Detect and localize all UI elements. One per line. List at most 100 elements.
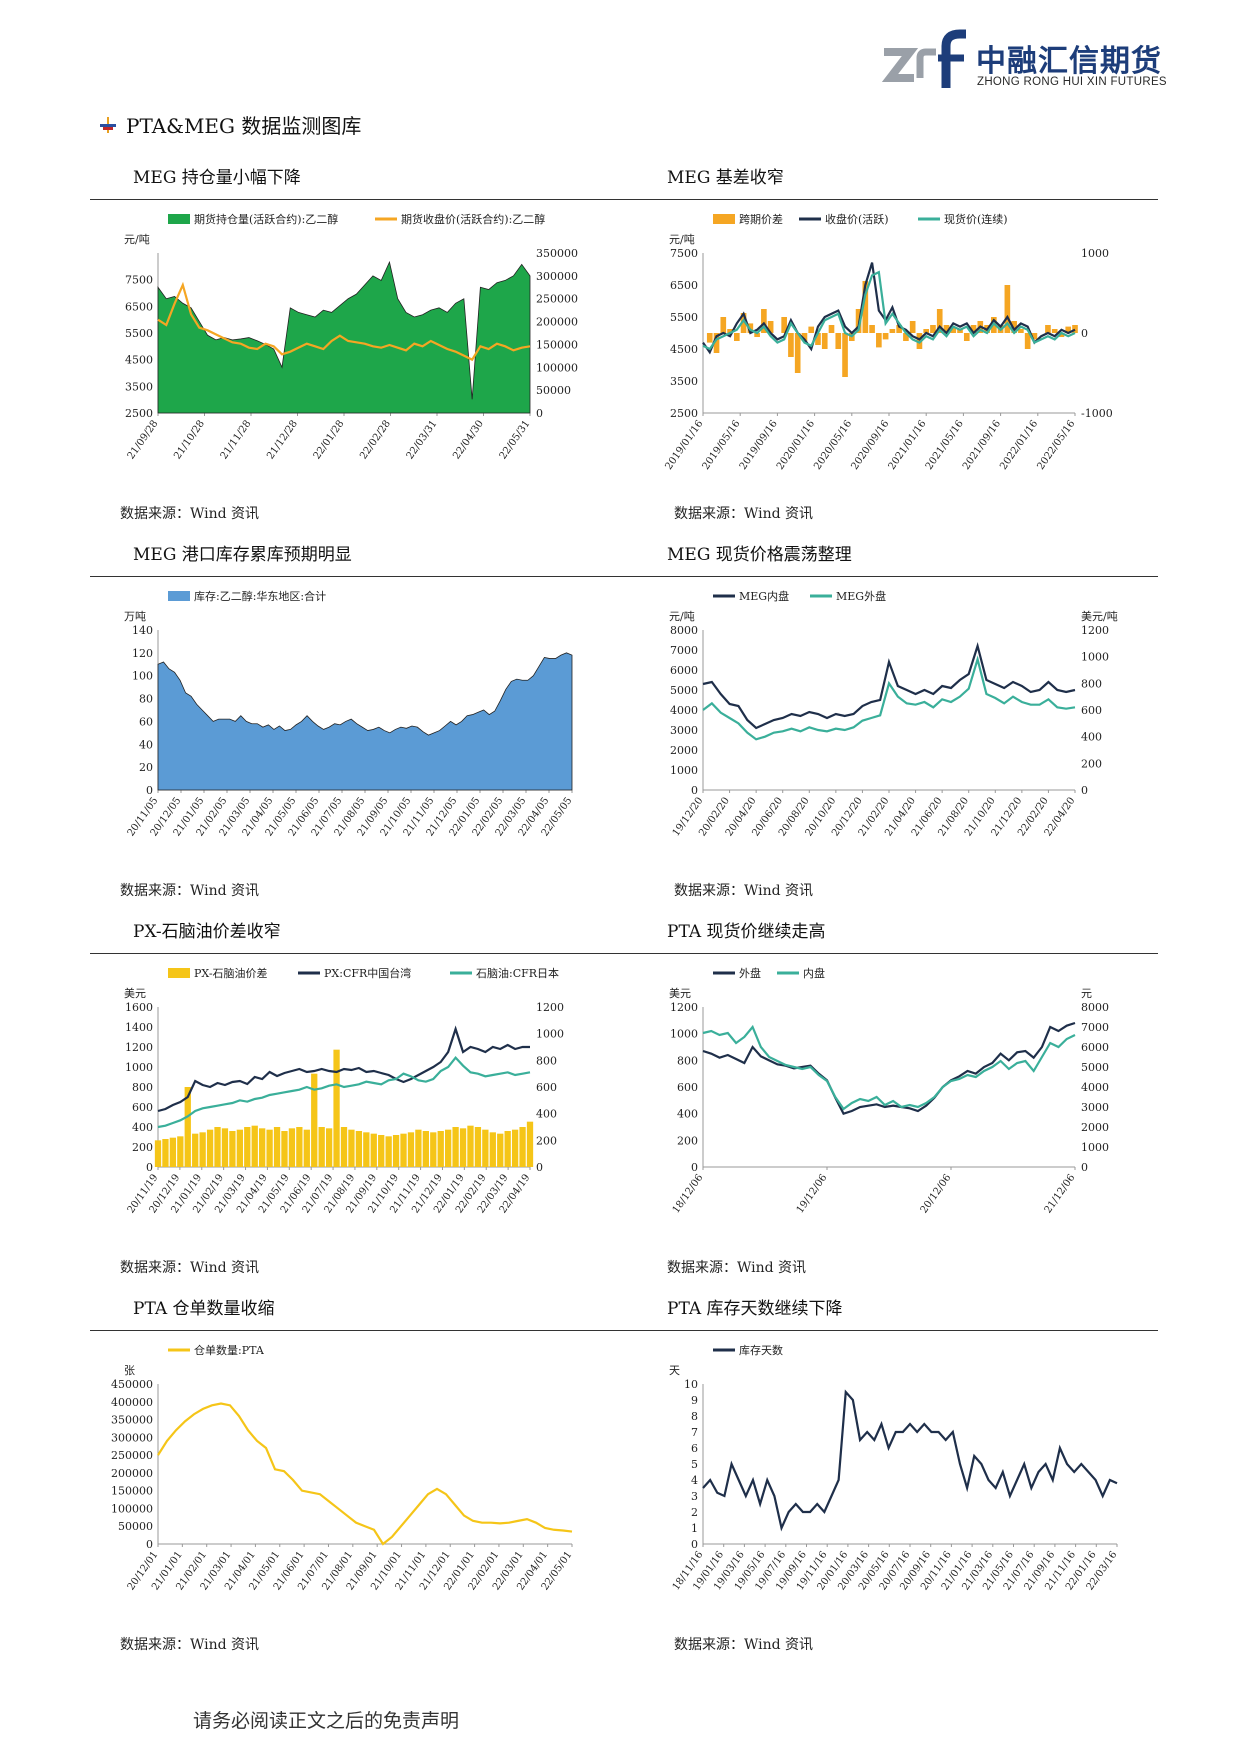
y2-tick-label: 3000 — [1081, 1101, 1109, 1114]
line-series — [702, 1021, 1076, 1116]
bar-mark — [1045, 325, 1051, 333]
source-note-8: 数据来源：Wind 资讯 — [674, 1637, 814, 1653]
source-note-7: 数据来源：Wind 资讯 — [120, 1637, 260, 1653]
y-tick-label: 600 — [677, 1081, 698, 1094]
bar-mark — [754, 333, 760, 337]
y2-tick-label: 250000 — [536, 293, 578, 306]
x-tick-label: 19/12/06 — [795, 1172, 830, 1215]
bar-mark — [474, 1127, 482, 1167]
bar-mark — [1031, 333, 1038, 340]
bar-mark — [489, 1132, 496, 1167]
bar-mark — [184, 1087, 191, 1167]
y-tick-label: 6 — [691, 1442, 698, 1455]
bar-mark — [970, 325, 977, 333]
line-series — [157, 1402, 573, 1546]
y-tick-label: 8000 — [670, 624, 698, 637]
bar-mark — [882, 333, 889, 340]
bar-mark — [923, 329, 930, 333]
y-tick-label: 120 — [132, 647, 153, 660]
bar-mark — [169, 1137, 177, 1167]
bar-mark — [526, 1121, 534, 1167]
panel-title-8: PTA 库存天数继续下降 — [667, 1299, 843, 1319]
bar-mark — [733, 333, 740, 341]
bar-mark — [1072, 325, 1078, 333]
y-tick-label: 400 — [677, 1108, 698, 1121]
line-series — [157, 1055, 531, 1129]
bar-mark — [251, 1125, 258, 1167]
y2-tick-label: 800 — [536, 1054, 557, 1067]
y2-tick-label: 400 — [1081, 731, 1102, 744]
bar-mark — [363, 1132, 370, 1167]
bar-mark — [720, 317, 727, 333]
bar-mark — [1065, 326, 1072, 333]
bar-mark — [467, 1125, 474, 1167]
y-tick-label: 2 — [691, 1506, 698, 1519]
y-tick-label: 200000 — [111, 1467, 153, 1480]
bar-mark — [869, 325, 875, 333]
line-series — [702, 262, 1076, 355]
y-tick-label: 3000 — [670, 724, 698, 737]
bar-mark — [511, 1129, 519, 1167]
panel-title-7: PTA 仓单数量收缩 — [133, 1299, 275, 1319]
bullet-icon — [100, 116, 116, 133]
bar-mark — [1004, 285, 1011, 333]
panel-title-1: MEG 持仓量小幅下降 — [133, 168, 301, 188]
y-tick-label: 20 — [139, 761, 153, 774]
bar-mark — [266, 1129, 273, 1167]
y2-tick-label: 1000 — [1081, 651, 1109, 664]
y2-tick-label: 1200 — [536, 1001, 564, 1014]
y-tick-label: 600 — [132, 1101, 153, 1114]
bar-mark — [214, 1127, 221, 1167]
bar-mark — [1018, 329, 1024, 333]
y2-tick-label: 5000 — [1081, 1061, 1109, 1074]
y-tick-label: 1200 — [670, 1001, 698, 1014]
y-tick-label: 140 — [132, 624, 153, 637]
x-tick-label: 21/10/28 — [172, 418, 207, 461]
bar-mark — [199, 1132, 206, 1167]
legend-label: MEG内盘 — [739, 589, 789, 603]
x-tick-label: 2019/01/16 — [663, 418, 705, 472]
bar-mark — [876, 333, 882, 348]
bar-mark — [348, 1129, 355, 1167]
bar-mark — [761, 309, 767, 333]
x-tick-label: 2019/09/16 — [738, 418, 780, 472]
y2-tick-label: 0 — [1081, 327, 1088, 340]
y2-tick-label: 7000 — [1081, 1021, 1109, 1034]
y-tick-label: 100000 — [111, 1502, 153, 1515]
y-tick-label: 5 — [691, 1458, 698, 1471]
y-tick-label: 300000 — [111, 1431, 153, 1444]
bar-mark — [727, 329, 733, 333]
bar-mark — [794, 333, 801, 373]
legend-swatch — [168, 214, 190, 224]
y-tick-label: 1000 — [125, 1061, 153, 1074]
x-tick-label: 21/11/28 — [219, 418, 254, 461]
x-tick-label: 2022/05/16 — [1035, 418, 1077, 472]
source-note-5: 数据来源：Wind 资讯 — [120, 1260, 260, 1276]
legend-label: 石脑油:CFR日本 — [476, 966, 559, 980]
bar-mark — [281, 1131, 288, 1167]
bar-mark — [497, 1133, 504, 1167]
bar-mark — [943, 325, 950, 333]
bar-mark — [221, 1128, 229, 1167]
bar-mark — [333, 1049, 340, 1167]
y-tick-label: 3500 — [670, 375, 698, 388]
disclaimer-footer: 请务必阅读正文之后的免责声明 — [193, 1710, 460, 1732]
bar-mark — [355, 1131, 363, 1167]
y-tick-label: 450000 — [111, 1378, 153, 1391]
y-tick-label: 7500 — [670, 247, 698, 260]
bar-mark — [311, 1073, 318, 1167]
bar-mark — [437, 1131, 444, 1167]
bar-mark — [206, 1129, 214, 1167]
y-tick-label: 1200 — [125, 1041, 153, 1054]
bar-mark — [340, 1127, 348, 1167]
y-tick-label: 400 — [132, 1121, 153, 1134]
legend-label: 库存天数 — [739, 1343, 783, 1357]
bar-mark — [936, 309, 943, 333]
y2-axis-label: 美元/吨 — [1081, 610, 1118, 623]
y-tick-label: 7 — [691, 1426, 698, 1439]
y2-tick-label: 0 — [536, 407, 543, 420]
bar-mark — [445, 1129, 452, 1167]
bar-mark — [407, 1132, 415, 1167]
